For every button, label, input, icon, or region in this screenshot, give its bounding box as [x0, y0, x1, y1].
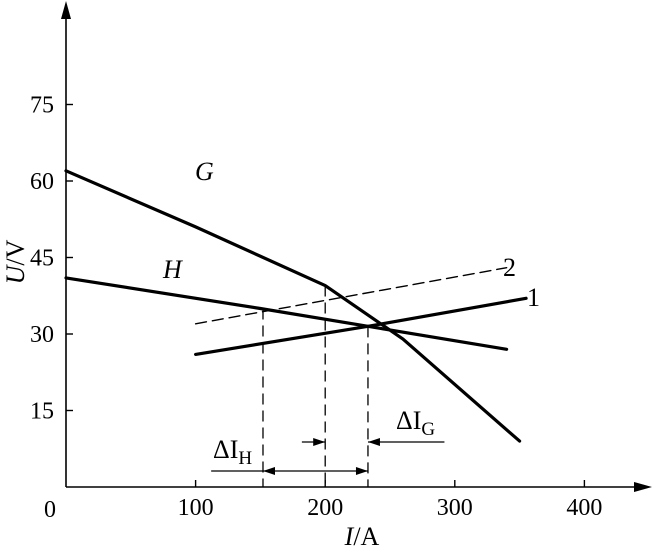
- label-group: G H 12: [162, 157, 540, 475]
- delta-ih-arrow-arrowhead-left: [262, 467, 275, 475]
- series-line-1: [194, 296, 528, 356]
- curve-label-2: 2: [503, 253, 516, 282]
- x-tick-label: 100: [178, 495, 214, 521]
- delta-ig-right-arrowhead: [367, 438, 380, 446]
- x-axis-unit: /A: [353, 522, 379, 549]
- y-axis-var: U: [1, 263, 30, 284]
- delta-ih-arrow-arrowhead-right: [355, 467, 368, 475]
- x-axis-var: I: [344, 522, 355, 549]
- annotation-ih-sub: H: [238, 448, 252, 469]
- y-axis-unit: /V: [1, 239, 30, 265]
- curve-label-H: H: [162, 255, 183, 284]
- x-tick-label: 400: [566, 495, 602, 521]
- delta-ig-left-arrowhead: [313, 438, 326, 446]
- y-tick-label: 30: [30, 322, 54, 348]
- annotation-ih-text: ΔI: [213, 435, 238, 464]
- annotation-delta-ig: ΔIG: [396, 406, 435, 440]
- curve-label-G: G: [195, 157, 214, 186]
- series-line-H: [64, 276, 509, 351]
- annotation-delta-ih: ΔIH: [213, 435, 252, 469]
- series-line-G: [64, 169, 522, 443]
- curve-label-1: 1: [527, 283, 540, 312]
- y-tick-label: 45: [30, 246, 54, 272]
- axes: [61, 1, 652, 492]
- y-axis-arrow: [61, 1, 71, 19]
- y-tick-label: 60: [30, 169, 54, 195]
- x-axis-title: I/A: [344, 522, 380, 549]
- guide-line-group: [262, 285, 369, 487]
- y-tick-label: 75: [30, 93, 54, 119]
- annotation-ig-sub: G: [421, 419, 435, 440]
- x-tick-label: 300: [437, 495, 473, 521]
- series-group: [64, 169, 528, 443]
- annotation-ig-text: ΔI: [396, 406, 421, 435]
- series-line-2: [194, 267, 508, 325]
- x-tick-label: 200: [307, 495, 343, 521]
- origin-label: 0: [44, 497, 56, 523]
- y-tick-label: 15: [30, 399, 54, 425]
- x-axis-arrow: [634, 482, 652, 492]
- y-axis-title: U/V: [1, 239, 30, 284]
- tick-group: 100 200 300 400 15 30 45 60 75: [30, 93, 602, 522]
